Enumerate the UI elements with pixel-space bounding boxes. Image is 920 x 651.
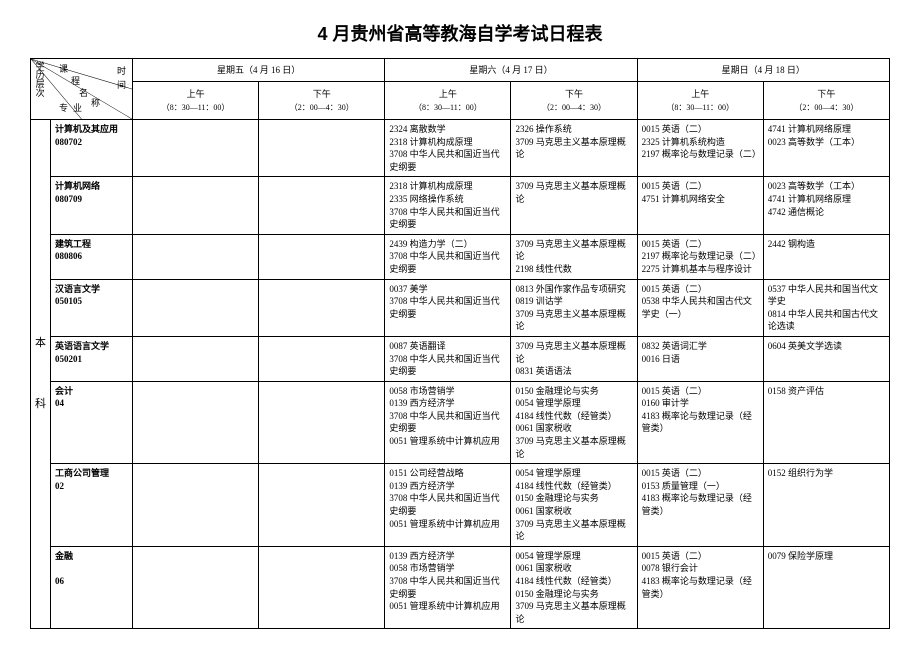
- page-title: 4 月贵州省高等教海自学考试日程表: [30, 20, 890, 46]
- table-row: 本 科计算机及其应用0807022324 离散数学2318 计算机构成原理370…: [31, 120, 890, 177]
- course-cell: 0151 公司经营战略0139 西方经济学3708 中华人民共和国近当代史纲要0…: [385, 464, 511, 547]
- course-cell: 3709 马克思主义基本原理概论: [511, 177, 637, 234]
- course-cell: 0832 英语词汇学0016 日语: [637, 336, 763, 381]
- major-cell: 英语语言文学050201: [51, 336, 133, 381]
- diag-right3: 称: [91, 97, 100, 110]
- course-cell: 2439 构造力学（二）3708 中华人民共和国近当代史纲要: [385, 234, 511, 279]
- course-cell: 0087 英语翻译3708 中华人民共和国近当代史纲要: [385, 336, 511, 381]
- course-cell: [133, 336, 259, 381]
- course-cell: 0015 英语（二）2325 计算机系统构造2197 概率论与数理记录（二）: [637, 120, 763, 177]
- course-cell: 2318 计算机构成原理2335 网络操作系统3708 中华人民共和国近当代史纲…: [385, 177, 511, 234]
- course-cell: [133, 177, 259, 234]
- course-cell: 0015 英语（二）0160 审计学4183 概率论与数理记录（经管类）: [637, 381, 763, 464]
- course-cell: 0015 英语（二）0153 质量管理（一）4183 概率论与数理记录（经管类）: [637, 464, 763, 547]
- course-cell: 0054 管理学原理0061 国家税收4184 线性代数（经管类）0150 金融…: [511, 546, 637, 629]
- course-cell: [259, 336, 385, 381]
- schedule-table: 学历层次 课 程 名 时 间 称 专 业 星期五（4 月 16 日） 星期六（4…: [30, 58, 890, 629]
- major-cell: 会计04: [51, 381, 133, 464]
- course-cell: [259, 120, 385, 177]
- course-cell: [259, 546, 385, 629]
- diag-btm: 专: [59, 102, 68, 115]
- day-header-sun: 星期日（4 月 18 日）: [637, 59, 889, 82]
- course-cell: 0139 西方经济学0058 市场营销学3708 中华人民共和国近当代史纲要00…: [385, 546, 511, 629]
- course-cell: 4741 计算机网络原理0023 高等数学（工本）: [763, 120, 889, 177]
- diagonal-header: 学历层次 课 程 名 时 间 称 专 业: [31, 59, 133, 120]
- diag-mid1: 程: [71, 75, 80, 88]
- diag-mid2: 名: [79, 87, 88, 100]
- course-cell: [259, 464, 385, 547]
- course-cell: [259, 177, 385, 234]
- course-cell: [259, 381, 385, 464]
- course-cell: 3709 马克思主义基本原理概论0831 英语语法: [511, 336, 637, 381]
- course-cell: 0023 高等数学（工本）4741 计算机网络原理4742 通信概论: [763, 177, 889, 234]
- day-header-fri: 星期五（4 月 16 日）: [133, 59, 385, 82]
- course-cell: 2326 操作系统3709 马克思主义基本原理概论: [511, 120, 637, 177]
- course-cell: 0158 资产评估: [763, 381, 889, 464]
- course-cell: 3709 马克思主义基本原理概论2198 线性代数: [511, 234, 637, 279]
- course-cell: 0537 中华人民共和国当代文学史0814 中华人民共和国古代文论选读: [763, 279, 889, 336]
- course-cell: 0058 市场营销学0139 西方经济学3708 中华人民共和国近当代史纲要00…: [385, 381, 511, 464]
- slot-sat-pm: 下午（2：00—4：30）: [511, 82, 637, 120]
- diag-top: 课: [59, 63, 68, 76]
- diag-btm2: 业: [73, 102, 82, 115]
- course-cell: [133, 546, 259, 629]
- course-cell: 0150 金融理论与实务0054 管理学原理4184 线性代数（经管类）0061…: [511, 381, 637, 464]
- slot-sun-am: 上午（8：30—11：00）: [637, 82, 763, 120]
- course-cell: [133, 464, 259, 547]
- course-cell: 0054 管理学原理4184 线性代数（经管类）0150 金融理论与实务0061…: [511, 464, 637, 547]
- slot-sat-am: 上午（8：30—11：00）: [385, 82, 511, 120]
- diag-left: 学历层次: [33, 61, 46, 97]
- diag-right2: 间: [117, 79, 126, 92]
- course-cell: 0015 英语（二）0078 银行会计4183 概率论与数理记录（经管类）: [637, 546, 763, 629]
- major-cell: 建筑工程080806: [51, 234, 133, 279]
- course-cell: 2324 离散数学2318 计算机构成原理3708 中华人民共和国近当代史纲要: [385, 120, 511, 177]
- course-cell: 0015 英语（二）2197 概率论与数理记录（二）2275 计算机基本与程序设…: [637, 234, 763, 279]
- course-cell: [133, 279, 259, 336]
- slot-fri-pm: 下午（2：00—4：30）: [259, 82, 385, 120]
- course-cell: [133, 234, 259, 279]
- course-cell: 0015 英语（二）0538 中华人民共和国古代文学史（一）: [637, 279, 763, 336]
- major-cell: 工商公司管理02: [51, 464, 133, 547]
- slot-fri-am: 上午（8：30—11：00）: [133, 82, 259, 120]
- course-cell: 0604 英美文学选读: [763, 336, 889, 381]
- day-header-sat: 星期六（4 月 17 日）: [385, 59, 637, 82]
- major-cell: 计算机网络080709: [51, 177, 133, 234]
- course-cell: [133, 381, 259, 464]
- major-cell: 计算机及其应用080702: [51, 120, 133, 177]
- table-row: 英语语言文学050201 0087 英语翻译3708 中华人民共和国近当代史纲要3…: [31, 336, 890, 381]
- table-row: 会计04 0058 市场营销学0139 西方经济学3708 中华人民共和国近当代史…: [31, 381, 890, 464]
- course-cell: [259, 234, 385, 279]
- course-cell: 0037 美学3708 中华人民共和国近当代史纲要: [385, 279, 511, 336]
- table-row: 计算机网络080709 2318 计算机构成原理2335 网络操作系统3708 中…: [31, 177, 890, 234]
- course-cell: 2442 钢构造: [763, 234, 889, 279]
- table-row: 建筑工程080806 2439 构造力学（二）3708 中华人民共和国近当代史纲要…: [31, 234, 890, 279]
- table-row: 工商公司管理02 0151 公司经营战略0139 西方经济学3708 中华人民共和…: [31, 464, 890, 547]
- major-cell: 汉语言文学050105: [51, 279, 133, 336]
- course-cell: [259, 279, 385, 336]
- course-cell: [133, 120, 259, 177]
- course-cell: 0079 保险学原理: [763, 546, 889, 629]
- course-cell: 0015 英语（二）4751 计算机网络安全: [637, 177, 763, 234]
- slot-sun-pm: 下午（2：00—4：30）: [763, 82, 889, 120]
- diag-right1: 时: [117, 65, 126, 78]
- course-cell: 0813 外国作家作品专项研究0819 训诂学3709 马克思主义基本原理概论: [511, 279, 637, 336]
- level-cell: 本 科: [31, 120, 51, 629]
- major-cell: 金融 06: [51, 546, 133, 629]
- table-row: 金融 06 0139 西方经济学0058 市场营销学3708 中华人民共和国近当代…: [31, 546, 890, 629]
- table-row: 汉语言文学050105 0037 美学3708 中华人民共和国近当代史纲要0813…: [31, 279, 890, 336]
- course-cell: 0152 组织行为学: [763, 464, 889, 547]
